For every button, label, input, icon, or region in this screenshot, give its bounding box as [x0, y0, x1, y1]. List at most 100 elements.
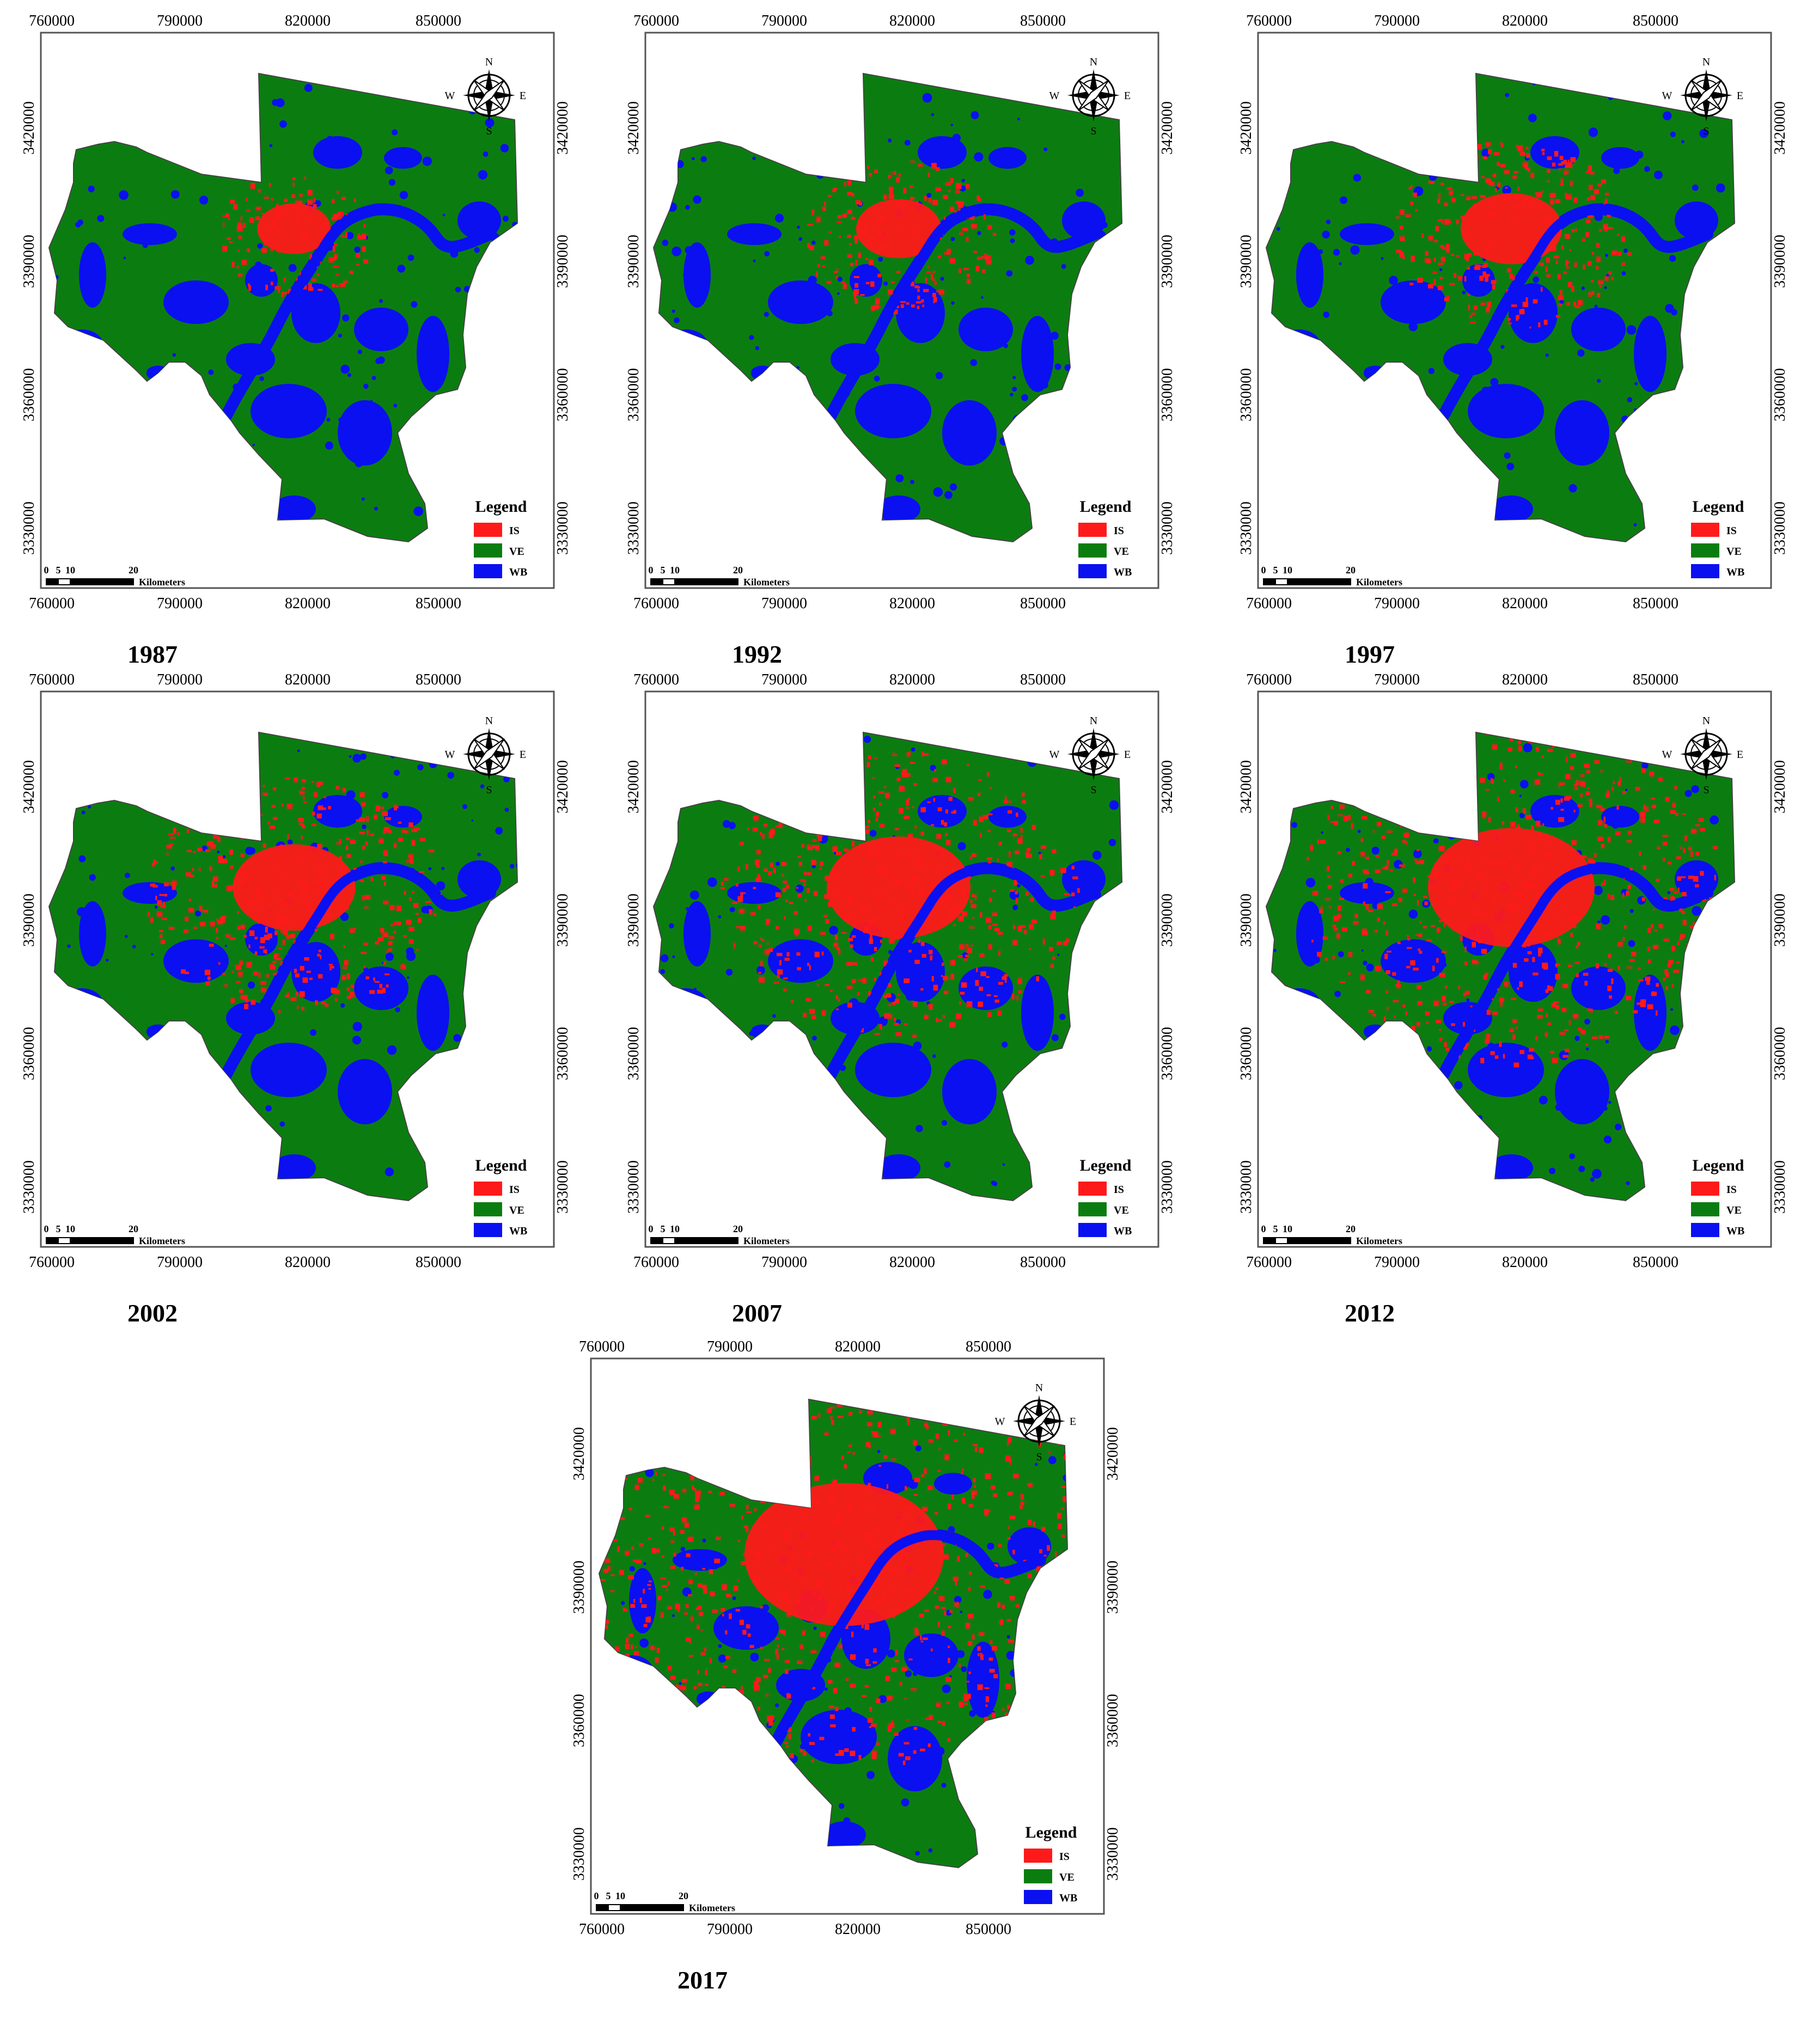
- impervious-patch: [925, 1717, 930, 1720]
- impervious-patch: [1008, 1437, 1011, 1443]
- water-patch: [395, 1007, 400, 1013]
- water-patch: [78, 855, 86, 862]
- impervious-patch: [976, 256, 982, 260]
- impervious-patch: [1653, 909, 1655, 911]
- impervious-patch: [306, 970, 311, 973]
- impervious-patch: [380, 928, 384, 933]
- water-body: [959, 966, 1013, 1010]
- impervious-patch: [1030, 897, 1034, 902]
- scale-label: 5: [56, 1223, 61, 1234]
- water-body: [959, 308, 1013, 351]
- water-patch: [1539, 1096, 1548, 1105]
- water-patch: [1323, 311, 1330, 318]
- impervious-patch: [906, 807, 909, 809]
- impervious-patch: [1588, 185, 1593, 191]
- impervious-patch: [928, 198, 931, 203]
- water-patch: [352, 1021, 362, 1032]
- water-patch: [382, 792, 389, 799]
- impervious-patch: [725, 1656, 730, 1659]
- impervious-patch: [1663, 978, 1665, 981]
- impervious-patch: [1399, 252, 1405, 258]
- impervious-patch: [876, 1698, 881, 1703]
- x-tick-label: 820000: [889, 671, 935, 688]
- impervious-patch: [920, 988, 924, 991]
- impervious-patch: [878, 853, 881, 857]
- impervious-patch: [1566, 302, 1570, 306]
- impervious-patch: [918, 163, 923, 167]
- impervious-patch: [986, 917, 991, 923]
- impervious-patch: [1698, 818, 1704, 822]
- impervious-patch: [210, 921, 215, 927]
- impervious-patch: [928, 1439, 933, 1443]
- impervious-patch: [927, 172, 930, 177]
- impervious-patch: [1500, 1001, 1503, 1007]
- water-patch: [1533, 276, 1540, 283]
- impervious-patch: [293, 777, 298, 781]
- impervious-patch: [274, 214, 280, 220]
- water-patch: [977, 231, 981, 235]
- impervious-patch: [1672, 803, 1676, 808]
- impervious-patch: [1394, 848, 1398, 854]
- impervious-patch: [1340, 879, 1344, 883]
- impervious-patch: [854, 283, 859, 288]
- water-patch: [1528, 113, 1537, 123]
- impervious-patch: [977, 793, 981, 796]
- impervious-patch: [1533, 870, 1536, 876]
- compass-letter: N: [1702, 56, 1710, 68]
- impervious-patch: [1565, 774, 1571, 779]
- impervious-patch: [864, 829, 870, 834]
- impervious-patch: [336, 842, 341, 844]
- water-body: [338, 400, 392, 466]
- impervious-patch: [1324, 958, 1328, 961]
- impervious-patch: [1476, 931, 1479, 935]
- impervious-patch: [828, 1566, 832, 1570]
- impervious-patch: [1020, 925, 1026, 928]
- impervious-patch: [941, 1607, 946, 1610]
- impervious-patch: [307, 902, 310, 907]
- water-patch: [1581, 286, 1585, 290]
- impervious-patch: [1492, 744, 1498, 750]
- impervious-patch: [278, 250, 281, 253]
- impervious-patch: [192, 868, 194, 871]
- impervious-patch: [1497, 182, 1501, 188]
- impervious-patch: [1448, 855, 1451, 861]
- impervious-patch: [902, 1563, 909, 1568]
- impervious-patch: [1603, 879, 1606, 885]
- impervious-patch: [359, 792, 365, 797]
- water-patch: [1519, 812, 1525, 818]
- water-patch: [992, 1181, 998, 1186]
- impervious-patch: [1018, 990, 1022, 994]
- impervious-patch: [1555, 799, 1560, 805]
- impervious-patch: [906, 1719, 909, 1722]
- compass-letter: E: [1737, 90, 1743, 102]
- impervious-patch: [222, 246, 228, 252]
- impervious-patch: [816, 271, 818, 277]
- water-patch: [878, 1016, 888, 1026]
- scale-label: 10: [615, 1890, 625, 1901]
- impervious-patch: [1377, 904, 1383, 909]
- impervious-patch: [1524, 166, 1528, 170]
- impervious-patch: [960, 992, 965, 995]
- impervious-patch: [1454, 860, 1459, 865]
- impervious-patch: [1012, 1550, 1015, 1555]
- impervious-patch: [1541, 149, 1545, 152]
- impervious-patch: [408, 927, 414, 932]
- impervious-patch: [263, 785, 265, 787]
- legend-label: WB: [1114, 566, 1132, 578]
- impervious-patch: [315, 1000, 318, 1005]
- water-patch: [922, 93, 932, 103]
- impervious-patch: [937, 807, 942, 811]
- impervious-patch: [1570, 933, 1573, 937]
- impervious-patch: [870, 1723, 877, 1727]
- impervious-patch: [917, 305, 920, 309]
- impervious-patch: [1584, 763, 1590, 768]
- legend-label: IS: [1726, 1184, 1737, 1196]
- impervious-patch: [1438, 193, 1440, 199]
- x-tick-label: 820000: [1502, 13, 1548, 29]
- impervious-patch: [811, 1687, 816, 1690]
- map-year-label: 2002: [127, 1299, 178, 1327]
- impervious-patch: [974, 1447, 978, 1452]
- impervious-patch: [838, 1644, 843, 1649]
- impervious-patch: [1598, 229, 1602, 232]
- impervious-patch: [936, 1017, 938, 1023]
